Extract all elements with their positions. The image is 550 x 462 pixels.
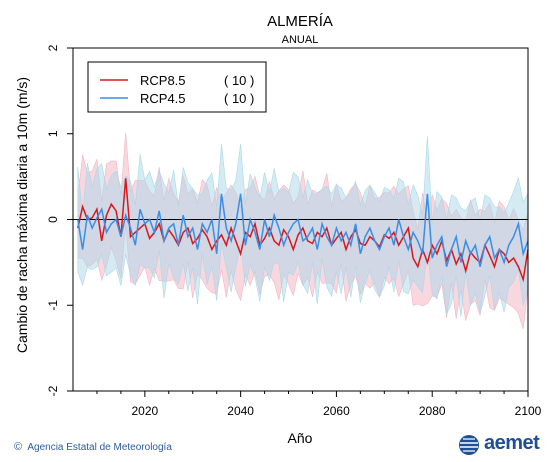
series-line-rcp85: [77, 178, 529, 283]
uncertainty-bands: [77, 132, 529, 330]
legend-box: [87, 61, 267, 113]
x-tick-label: 2080: [419, 404, 446, 418]
x-axis-label: Año: [288, 430, 313, 446]
legend-label: RCP4.5: [140, 91, 186, 106]
copyright-symbol: ©: [14, 441, 23, 453]
y-tick-label: 1: [46, 130, 60, 137]
aemet-logo: aemet: [456, 432, 548, 456]
chart-subtitle: ANUAL: [282, 34, 319, 46]
y-axis: -2 -1 0 1 2: [46, 44, 73, 396]
x-axis: 2020 2040 2060 2080 2100: [96, 391, 542, 418]
y-tick-label: -1: [46, 300, 60, 311]
x-tick-label: 2040: [227, 404, 254, 418]
series-lines: [77, 178, 529, 283]
y-tick-label: 0: [46, 216, 60, 223]
brand-name: aemet: [484, 432, 540, 454]
chart-title: ALMERÍA: [267, 13, 333, 30]
x-tick-label: 2060: [323, 404, 350, 418]
y-axis-label: Cambio de racha máxima diaria a 10m (m/s…: [14, 77, 30, 353]
credit-text: Agencia Estatal de Meteorología: [27, 442, 172, 453]
y-tick-label: -2: [46, 385, 60, 396]
x-tick-label: 2020: [131, 404, 158, 418]
legend-count: ( 10 ): [224, 73, 254, 88]
y-tick-label: 2: [46, 44, 60, 51]
legend-label: RCP8.5: [140, 73, 186, 88]
credit-footer: © Agencia Estatal de Meteorología: [14, 441, 172, 453]
series-line-rcp45: [77, 193, 529, 267]
legend: RCP8.5 ( 10 ) RCP4.5 ( 10 ): [87, 61, 267, 113]
legend-count: ( 10 ): [224, 91, 254, 106]
x-tick-label: 2100: [515, 404, 542, 418]
aemet-logo-icon: [459, 435, 479, 455]
